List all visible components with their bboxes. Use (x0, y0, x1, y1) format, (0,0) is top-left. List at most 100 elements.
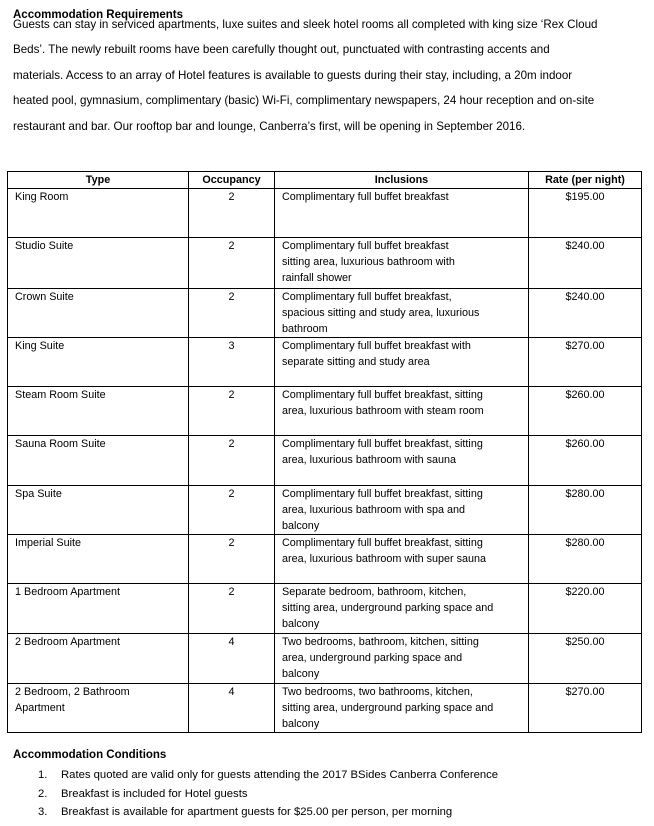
cell-occupancy: 2 (188, 485, 275, 535)
cell-type-line: Studio Suite (15, 240, 74, 252)
cell-rate: $250.00 (528, 633, 642, 684)
cell-rate: $260.00 (528, 386, 642, 436)
cell-rate: $260.00 (528, 435, 642, 486)
cell-rate: $220.00 (528, 583, 642, 634)
cell-type: Crown Suite (7, 288, 189, 338)
cell-rate: $280.00 (528, 485, 642, 535)
condition-text: Rates quoted are valid only for guests a… (61, 769, 499, 781)
cell-inclusions-line: separate sitting and study area (282, 356, 430, 368)
cell-inclusions-line: Complimentary full buffet breakfast, sit… (282, 488, 483, 500)
table-row: 2 Bedroom Apartment 4 Two bedrooms, bathro… (7, 633, 642, 684)
cell-inclusions-line: Complimentary full buffet breakfast (282, 191, 449, 203)
table-row: 2 Bedroom, 2 Bathroom Apartment 4 Two bedro… (7, 683, 642, 733)
table-row: Crown Suite 2 Complimentary full buffet br… (7, 288, 642, 338)
conditions-title: Accommodation Conditions (13, 749, 167, 761)
cell-type-line: Sauna Room Suite (15, 438, 106, 450)
cell-type: Spa Suite (7, 485, 189, 535)
paragraph-line: heated pool, gymnasium, complimentary (b… (13, 94, 595, 108)
cell-inclusions-line: Two bedrooms, two bathrooms, kitchen, (282, 686, 473, 698)
cell-inclusions-line: spacious sitting and study area, luxurio… (282, 307, 480, 319)
table-row: Imperial Suite 2 Complimentary full buffet… (7, 534, 642, 584)
cell-inclusions-line: Complimentary full buffet breakfast with (282, 340, 471, 352)
cell-occupancy: 2 (188, 237, 275, 289)
cell-type: Imperial Suite (7, 534, 189, 584)
cell-type-line: 2 Bedroom, 2 Bathroom (15, 686, 130, 698)
table-row: King Suite 3 Complimentary full buffet bre… (7, 337, 642, 387)
accommodation-table: Type Occupancy Inclusions Rate (per nigh… (7, 171, 642, 733)
condition-number: 2. (38, 787, 48, 800)
cell-inclusions-line: area, luxurious bathroom with super saun… (282, 553, 487, 565)
cell-inclusions-line: Complimentary full buffet breakfast (282, 240, 449, 252)
header-rate: Rate (per night) (528, 171, 642, 189)
cell-occupancy: 2 (188, 534, 275, 584)
cell-rate: $280.00 (528, 534, 642, 584)
header-inclusions: Inclusions (274, 171, 529, 189)
cell-type-line: King Room (15, 191, 69, 203)
cell-inclusions-line: Two bedrooms, bathroom, kitchen, sitting (282, 636, 479, 648)
cell-inclusions: Complimentary full buffet breakfast, spac… (274, 288, 529, 338)
cell-rate: $195.00 (528, 188, 642, 238)
cell-inclusions: Complimentary full buffet breakfast, sit… (274, 485, 529, 535)
cell-occupancy: 3 (188, 337, 275, 387)
cell-occupancy: 4 (188, 633, 275, 684)
cell-type: 2 Bedroom, 2 Bathroom Apartment (7, 683, 189, 733)
paragraph-line: Guests can stay in serviced apartments, … (13, 18, 598, 31)
cell-inclusions-line: balcony (282, 618, 320, 630)
cell-inclusions-line: Complimentary full buffet breakfast, sit… (282, 389, 483, 401)
paragraph-line: restaurant and bar. Our rooftop bar and … (13, 119, 526, 133)
cell-type-line: 2 Bedroom Apartment (15, 636, 121, 648)
cell-inclusions-line: Complimentary full buffet breakfast, sit… (282, 438, 483, 450)
intro-paragraph: Guests can stay in serviced apartments, … (13, 16, 597, 143)
cell-type: King Suite (7, 337, 189, 387)
cell-inclusions-line: balcony (282, 668, 320, 680)
table-row: Sauna Room Suite 2 Complimentary full buff… (7, 435, 642, 486)
cell-inclusions-line: balcony (282, 718, 320, 730)
table-row: Spa Suite 2 Complimentary full buffet brea… (7, 485, 642, 535)
cell-type: Steam Room Suite (7, 386, 189, 436)
cell-occupancy: 2 (188, 188, 275, 238)
cell-type: Sauna Room Suite (7, 435, 189, 486)
cell-occupancy: 2 (188, 435, 275, 486)
cell-inclusions: Complimentary full buffet breakfast, sit… (274, 435, 529, 486)
cell-inclusions-line: Complimentary full buffet breakfast, (282, 291, 452, 303)
condition-text: Breakfast is included for Hotel guests (61, 787, 248, 800)
condition-text: Breakfast is available for apartment gue… (61, 806, 453, 818)
page-title: Accommodation Requirements (13, 9, 183, 21)
paragraph-line: materials. Access to an array of Hotel f… (13, 68, 573, 82)
cell-inclusions: Complimentary full buffet breakfast sitti… (274, 237, 529, 289)
table-row: Studio Suite 2 Complimentary full buffet b… (7, 237, 642, 289)
cell-inclusions-line: Separate bedroom, bathroom, kitchen, (282, 586, 467, 598)
cell-occupancy: 2 (188, 386, 275, 436)
table-row: King Room 2 Complimentary full buffet brea… (7, 188, 642, 238)
condition-number: 3. (38, 806, 48, 818)
cell-inclusions-line: sitting area, underground parking space … (282, 602, 494, 614)
cell-type-line: Crown Suite (15, 291, 74, 303)
cell-inclusions-line: area, luxurious bathroom with steam room (282, 405, 484, 417)
cell-inclusions: Complimentary full buffet breakfast (274, 188, 529, 238)
cell-rate: $270.00 (528, 683, 642, 733)
header-type: Type (7, 171, 189, 189)
cell-rate: $240.00 (528, 288, 642, 338)
condition-number: 1. (38, 769, 48, 781)
cell-occupancy: 4 (188, 683, 275, 733)
paragraph-line: Beds’. The newly rebuilt rooms have been… (13, 43, 550, 57)
cell-inclusions-line: Complimentary full buffet breakfast, sit… (282, 537, 483, 549)
cell-type-line: Apartment (15, 702, 65, 714)
header-occupancy: Occupancy (188, 171, 275, 189)
cell-inclusions: Complimentary full buffet breakfast, sit… (274, 534, 529, 584)
cell-type-line: Steam Room Suite (15, 389, 106, 401)
cell-type: 1 Bedroom Apartment (7, 583, 189, 634)
cell-rate: $240.00 (528, 237, 642, 289)
cell-rate: $270.00 (528, 337, 642, 387)
cell-type-line: Imperial Suite (15, 537, 82, 549)
cell-inclusions-line: rainfall shower (282, 272, 352, 284)
cell-inclusions-line: area, luxurious bathroom with spa and (282, 504, 466, 516)
cell-inclusions: Separate bedroom, bathroom, kitchen, sitt… (274, 583, 529, 634)
cell-inclusions-line: balcony (282, 520, 320, 532)
cell-inclusions: Complimentary full buffet breakfast with… (274, 337, 529, 387)
cell-inclusions: Two bedrooms, bathroom, kitchen, sitting… (274, 633, 529, 684)
cell-inclusions-line: area, underground parking space and (282, 652, 463, 664)
cell-inclusions-line: sitting area, luxurious bathroom with (282, 256, 455, 268)
cell-type: 2 Bedroom Apartment (7, 633, 189, 684)
